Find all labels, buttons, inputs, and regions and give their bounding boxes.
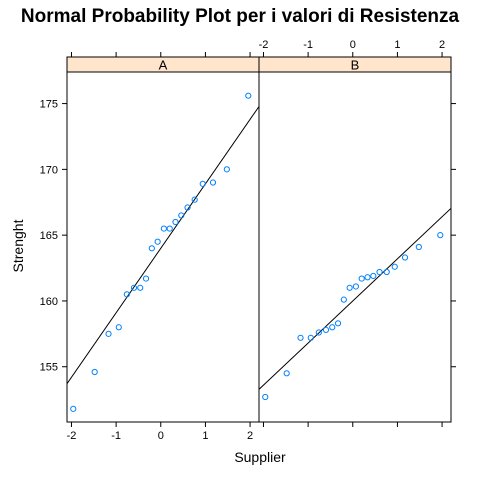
y-axis-label: Strenght	[10, 219, 26, 272]
data-point	[115, 324, 122, 331]
data-point	[364, 274, 371, 281]
data-point	[137, 284, 144, 291]
panel-border-b	[258, 71, 452, 423]
x-tick-label: 2	[247, 430, 253, 442]
data-point	[199, 180, 206, 187]
y-axis: 155 160 165 170 175	[40, 99, 456, 374]
panel-b: B -2 -1 0 1 2	[258, 39, 452, 427]
data-point	[334, 320, 342, 327]
strip-label-b: B	[351, 58, 360, 73]
x-tick-label: 1	[202, 430, 208, 442]
data-point	[283, 370, 290, 377]
reference-line-b	[259, 207, 451, 390]
reference-line-a	[67, 106, 259, 384]
data-point	[148, 245, 155, 252]
panel-a: A -2 -1 0 1 2	[66, 52, 260, 442]
x-axis-label: Supplier	[234, 449, 286, 465]
data-point	[70, 405, 77, 412]
data-point	[142, 275, 150, 282]
data-point	[91, 368, 98, 376]
data-point	[245, 92, 252, 99]
data-point	[262, 393, 269, 401]
data-point	[383, 268, 390, 276]
x-tick-label: -2	[67, 430, 77, 442]
data-point	[166, 225, 173, 232]
data-point	[437, 232, 444, 239]
data-point	[154, 238, 161, 245]
data-point	[346, 284, 353, 291]
x-tick-label: 0	[350, 39, 356, 51]
x-tick-label: -1	[303, 39, 313, 51]
data-point	[329, 324, 336, 331]
y-tick-label: 165	[40, 230, 58, 242]
x-tick-label: -1	[111, 430, 121, 442]
data-point	[401, 254, 409, 261]
plot-area: A -2 -1 0 1 2 B -2 -1 0 1 2 155 160 165 170 175	[40, 39, 456, 442]
chart-title: Normal Probability Plot per i valori di …	[21, 6, 460, 27]
y-tick-label: 160	[40, 296, 58, 308]
data-point	[160, 225, 167, 232]
data-point	[370, 272, 377, 280]
x-tick-label: -2	[259, 39, 269, 51]
data-point	[307, 334, 314, 341]
data-point	[297, 334, 304, 341]
data-point	[391, 263, 398, 270]
y-tick-label: 170	[40, 164, 58, 176]
data-point	[123, 291, 130, 298]
data-point	[191, 196, 198, 203]
data-point	[105, 330, 112, 337]
x-tick-label: 0	[158, 430, 164, 442]
data-point	[178, 212, 185, 219]
data-point	[352, 283, 359, 290]
data-point	[340, 296, 347, 303]
data-point	[376, 268, 383, 276]
data-point	[172, 218, 179, 226]
data-point	[184, 204, 191, 211]
data-point	[322, 326, 330, 333]
data-point	[315, 329, 322, 336]
data-point	[223, 166, 230, 173]
strip-label-a: A	[159, 58, 168, 73]
y-tick-label: 175	[40, 99, 58, 111]
x-tick-label: 2	[439, 39, 445, 51]
x-tick-label: 1	[394, 39, 400, 51]
data-point	[209, 179, 217, 186]
data-point	[415, 243, 422, 251]
data-point	[130, 284, 138, 291]
y-tick-label: 155	[40, 362, 58, 374]
data-point	[358, 275, 365, 282]
